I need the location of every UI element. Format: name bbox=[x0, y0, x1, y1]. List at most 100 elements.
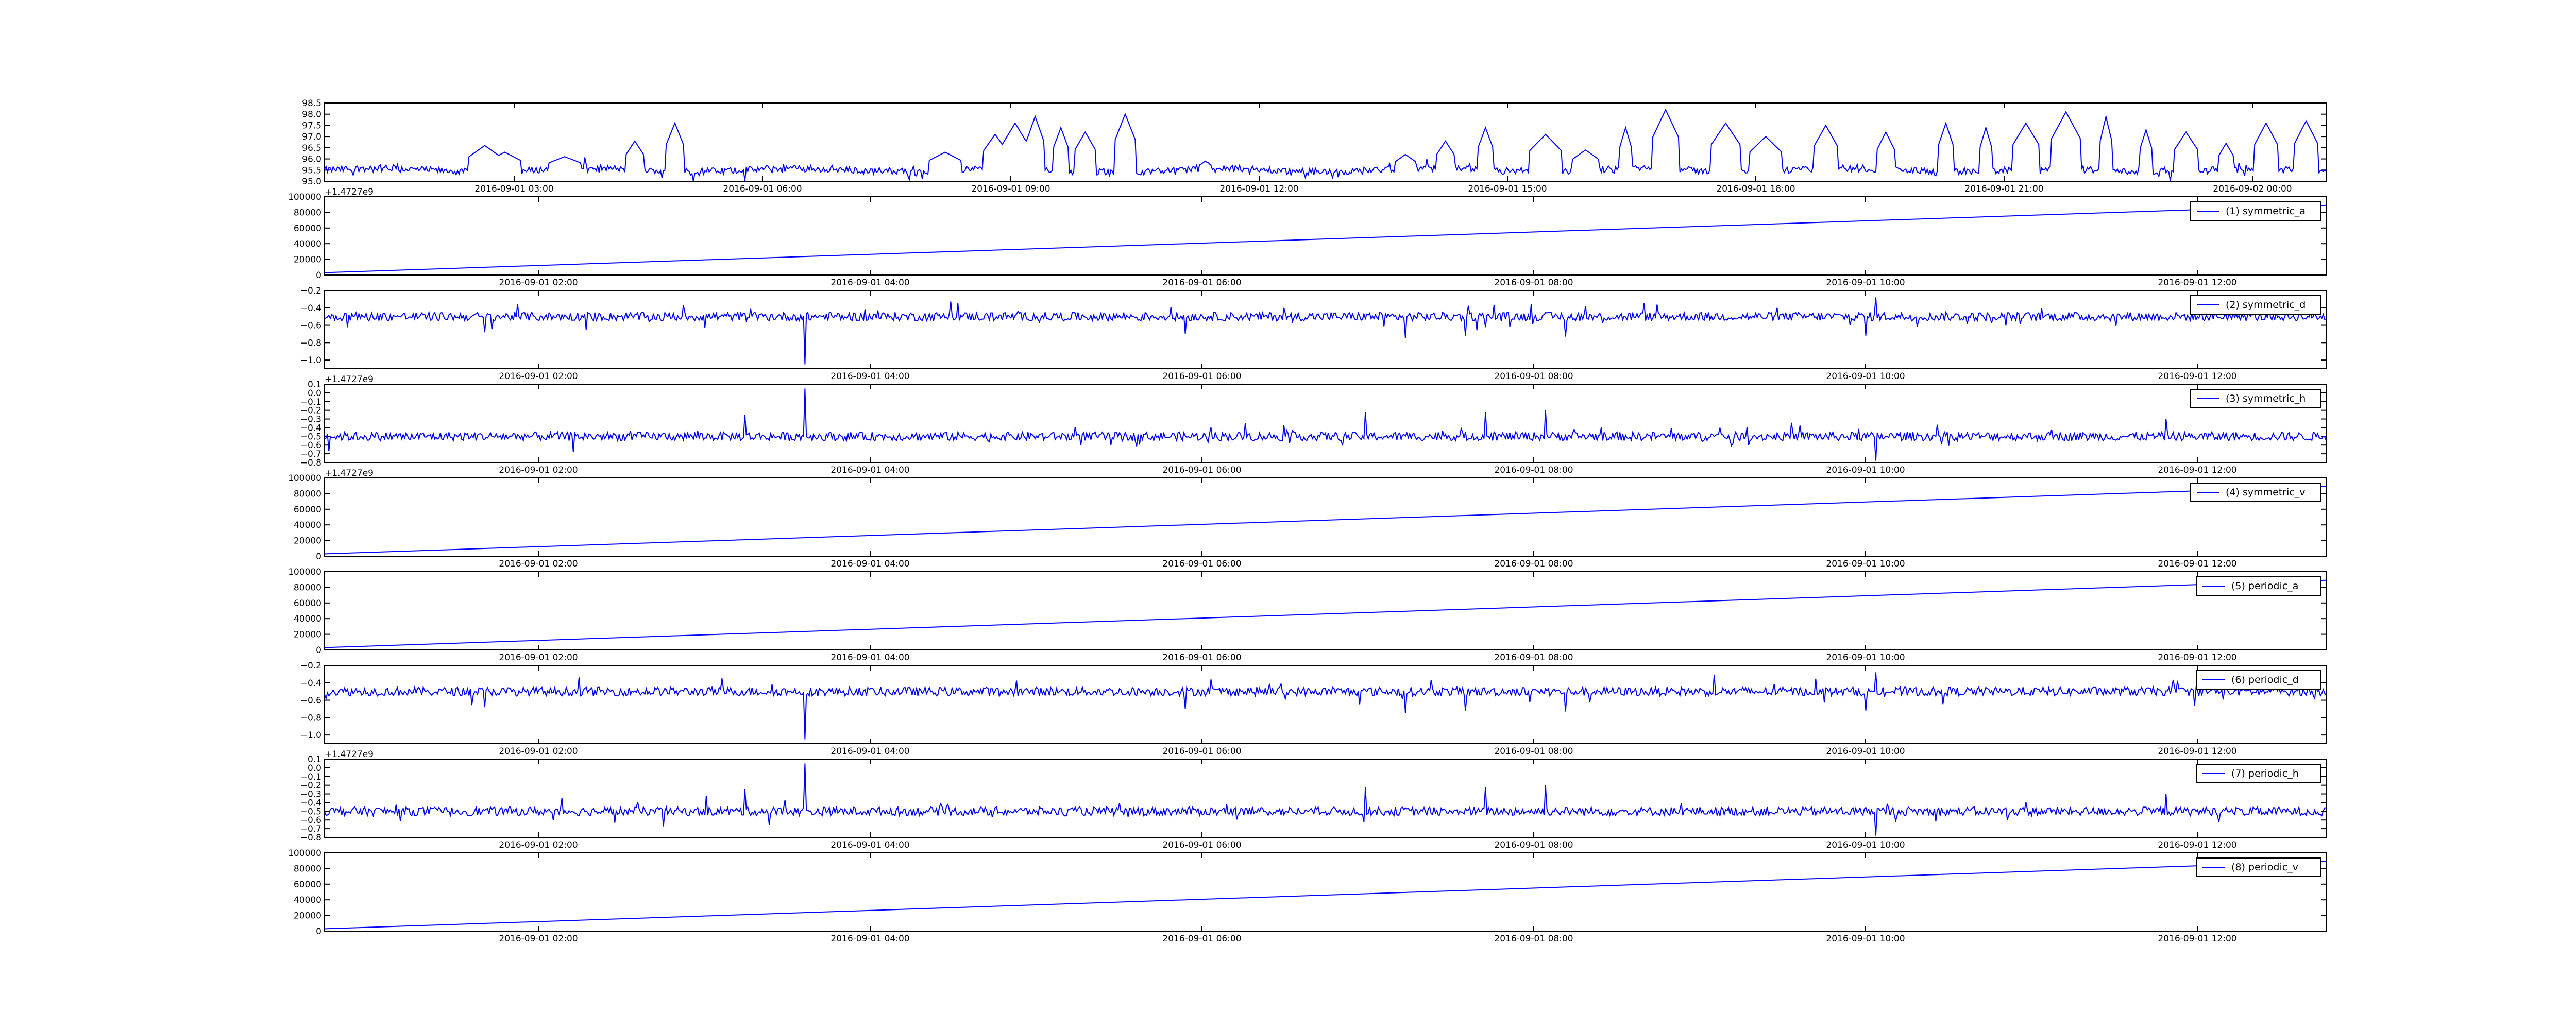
legend: (2) symmetric_d bbox=[2190, 295, 2321, 315]
y-tick-label: 20000 bbox=[294, 536, 321, 546]
x-tick-label: 2016-09-01 02:00 bbox=[499, 934, 578, 944]
chart-panel-7: −1.0 −0.8 −0.6 −0.4 −0.2 2016-09-01 02:00 2016… bbox=[300, 661, 2327, 757]
x-tick-label: 2016-09-01 10:00 bbox=[1826, 934, 1905, 944]
x-tick-label: 2016-09-01 03:00 bbox=[474, 184, 553, 194]
x-tick-label: 2016-09-01 06:00 bbox=[1162, 934, 1241, 944]
x-tick-label: 2016-09-01 08:00 bbox=[1494, 653, 1573, 663]
x-tick-label: 2016-09-01 06:00 bbox=[1162, 840, 1241, 850]
plot-frame bbox=[324, 384, 2327, 463]
legend-box bbox=[2190, 201, 2321, 221]
plot-frame bbox=[324, 759, 2327, 838]
y-tick-label: −0.8 bbox=[300, 833, 321, 843]
x-tick-label: 2016-09-01 10:00 bbox=[1826, 559, 1905, 569]
y-tick-label: 40000 bbox=[294, 520, 321, 530]
chart-panel-3: −1.0 −0.8 −0.6 −0.4 −0.2 2016-09-01 02:00 2016… bbox=[300, 286, 2327, 382]
x-tick-label: 2016-09-01 12:00 bbox=[2158, 653, 2236, 663]
x-tick-label: 2016-09-01 21:00 bbox=[1964, 184, 2043, 194]
y-tick-label: −0.4 bbox=[300, 798, 321, 808]
x-tick-label: 2016-09-01 10:00 bbox=[1826, 465, 1905, 475]
series-line bbox=[324, 388, 2327, 461]
x-tick-label: 2016-09-01 12:00 bbox=[2158, 840, 2236, 850]
y-tick-label: −0.1 bbox=[300, 397, 321, 407]
legend: (1) symmetric_a bbox=[2190, 201, 2321, 221]
x-tick-label: 2016-09-01 06:00 bbox=[1162, 653, 1241, 663]
series-line bbox=[324, 861, 2327, 930]
y-tick-label: 80000 bbox=[294, 489, 321, 499]
legend: (8) periodic_v bbox=[2196, 857, 2321, 877]
x-tick-label: 2016-09-01 15:00 bbox=[1468, 184, 1547, 194]
x-tick-label: 2016-09-01 12:00 bbox=[2158, 746, 2236, 757]
x-tick-label: 2016-09-01 02:00 bbox=[499, 746, 578, 757]
legend-label: (2) symmetric_d bbox=[2226, 299, 2306, 311]
x-tick-label: 2016-09-01 12:00 bbox=[2158, 559, 2236, 569]
plot-frame bbox=[324, 102, 2327, 182]
x-tick-label: 2016-09-01 08:00 bbox=[1494, 840, 1573, 850]
y-tick-label: 100000 bbox=[288, 848, 321, 859]
series-line bbox=[324, 672, 2327, 740]
y-tick-label: 96.5 bbox=[302, 143, 321, 153]
x-tick-label: 2016-09-01 10:00 bbox=[1826, 278, 1905, 288]
x-tick-label: 2016-09-01 06:00 bbox=[723, 184, 802, 194]
x-tick-label: 2016-09-01 04:00 bbox=[831, 559, 909, 569]
y-tick-label: 97.5 bbox=[302, 121, 321, 131]
legend-label: (1) symmetric_a bbox=[2226, 205, 2306, 217]
plot-frame bbox=[324, 196, 2327, 276]
series-line bbox=[324, 297, 2327, 365]
y-tick-label: −0.2 bbox=[300, 286, 321, 296]
y-tick-label: −1.0 bbox=[300, 730, 321, 741]
y-tick-label: 20000 bbox=[294, 911, 321, 921]
legend: (5) periodic_a bbox=[2196, 576, 2321, 596]
y-tick-label: −0.2 bbox=[300, 661, 321, 671]
legend-label: (5) periodic_a bbox=[2231, 580, 2298, 592]
legend-label: (4) symmetric_v bbox=[2226, 487, 2306, 498]
x-tick-label: 2016-09-01 08:00 bbox=[1494, 465, 1573, 475]
y-tick-label: 98.0 bbox=[302, 110, 321, 120]
y-tick-label: 100000 bbox=[288, 192, 321, 202]
y-tick-label: 97.0 bbox=[302, 132, 321, 142]
y-tick-label: −0.6 bbox=[300, 696, 321, 706]
x-tick-label: 2016-09-01 04:00 bbox=[831, 746, 909, 757]
y-tick-label: 80000 bbox=[294, 864, 321, 874]
x-tick-label: 2016-09-01 12:00 bbox=[1219, 184, 1298, 194]
y-tick-label: −0.4 bbox=[300, 678, 321, 689]
y-tick-label: 80000 bbox=[294, 208, 321, 218]
x-tick-label: 2016-09-01 06:00 bbox=[1162, 559, 1241, 569]
x-tick-label: 2016-09-01 02:00 bbox=[499, 371, 578, 382]
x-tick-label: 2016-09-01 12:00 bbox=[2158, 371, 2236, 382]
x-tick-label: 2016-09-01 10:00 bbox=[1826, 746, 1905, 757]
axis-offset-label: +1.4727e9 bbox=[325, 374, 374, 385]
y-tick-label: 60000 bbox=[294, 598, 321, 609]
x-tick-label: 2016-09-01 02:00 bbox=[499, 840, 578, 850]
y-tick-label: −0.3 bbox=[300, 789, 321, 800]
legend: (4) symmetric_v bbox=[2190, 483, 2321, 502]
axis-offset-label: +1.4727e9 bbox=[325, 187, 374, 197]
x-tick-label: 2016-09-01 02:00 bbox=[499, 278, 578, 288]
y-tick-label: 0.0 bbox=[308, 763, 321, 774]
y-tick-label: 20000 bbox=[294, 255, 321, 265]
series-line bbox=[324, 486, 2327, 555]
y-tick-label: −0.7 bbox=[300, 449, 321, 459]
x-tick-label: 2016-09-01 08:00 bbox=[1494, 371, 1573, 382]
y-tick-label: 95.0 bbox=[302, 177, 321, 187]
y-tick-label: 0.0 bbox=[308, 388, 321, 399]
y-tick-label: −0.6 bbox=[300, 321, 321, 331]
chart-panel-9: 0 20000 40000 60000 80000 100000 2016-09-01 02… bbox=[288, 848, 2327, 944]
y-tick-label: 96.0 bbox=[302, 154, 321, 165]
y-tick-label: −0.4 bbox=[300, 303, 321, 314]
y-tick-label: −0.5 bbox=[300, 432, 321, 442]
x-tick-label: 2016-09-01 09:00 bbox=[971, 184, 1050, 194]
chart-panel-5: 0 20000 40000 60000 80000 100000 2016-09-01 02… bbox=[288, 468, 2327, 569]
y-tick-label: 40000 bbox=[294, 614, 321, 624]
x-tick-label: 2016-09-01 06:00 bbox=[1162, 746, 1241, 757]
legend: (6) periodic_d bbox=[2196, 670, 2321, 690]
y-tick-label: 60000 bbox=[294, 505, 321, 515]
y-tick-label: 100000 bbox=[288, 567, 321, 577]
x-tick-label: 2016-09-01 10:00 bbox=[1826, 653, 1905, 663]
y-tick-label: 20000 bbox=[294, 630, 321, 640]
legend-label: (6) periodic_d bbox=[2231, 674, 2299, 685]
series-line bbox=[324, 579, 2327, 648]
x-tick-label: 2016-09-01 04:00 bbox=[831, 278, 909, 288]
x-tick-label: 2016-09-01 04:00 bbox=[831, 465, 909, 475]
x-tick-label: 2016-09-01 10:00 bbox=[1826, 840, 1905, 850]
